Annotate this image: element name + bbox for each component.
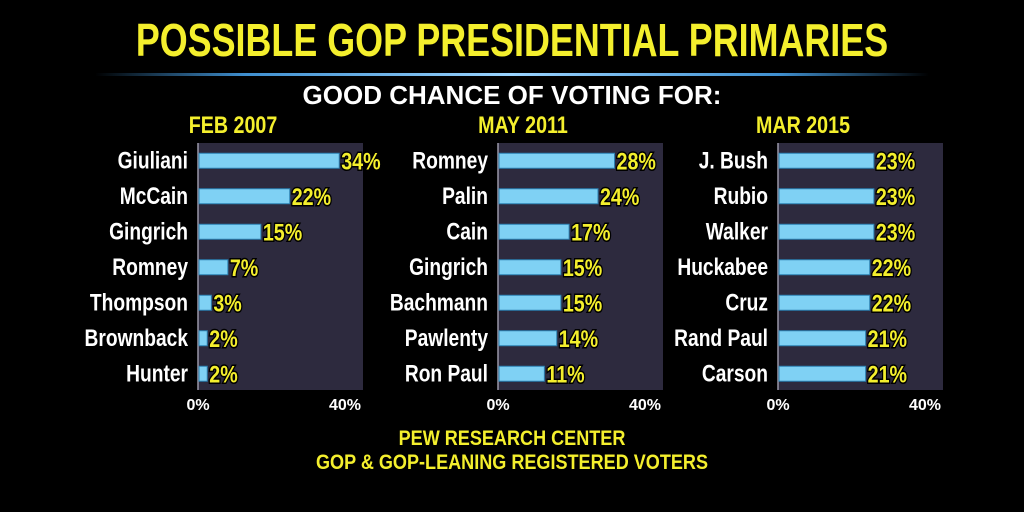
category-label: Bachmann — [390, 289, 488, 317]
panel-title: MAR 2015 — [756, 111, 850, 138]
value-label: 23% — [876, 183, 915, 210]
bar — [498, 259, 562, 276]
category-label: J. Bush — [699, 147, 768, 175]
bar — [498, 365, 545, 382]
chart-panel-3 — [777, 143, 943, 390]
category-label: Rubio — [714, 182, 768, 210]
bar — [498, 223, 570, 240]
title-divider — [95, 73, 929, 76]
category-label: Romney — [112, 253, 188, 281]
population-line: GOP & GOP-LEANING REGISTERED VOTERS — [315, 451, 709, 474]
value-label: 21% — [868, 325, 907, 352]
category-label: Pawlenty — [405, 324, 488, 352]
chart-panel-1 — [197, 143, 363, 390]
value-label: 17% — [571, 219, 610, 246]
bar — [198, 330, 208, 347]
x-tick-label: 0% — [186, 397, 209, 414]
category-label: Carson — [702, 360, 768, 388]
category-label: Romney — [412, 147, 488, 175]
bar — [198, 365, 208, 382]
category-label: Thompson — [90, 289, 188, 317]
value-label: 15% — [563, 290, 602, 317]
value-label: 3% — [213, 290, 241, 317]
chart-subtitle: GOOD CHANCE OF VOTING FOR: — [302, 80, 722, 110]
bar — [498, 330, 558, 347]
value-label: 15% — [563, 254, 602, 281]
value-label: 24% — [600, 183, 639, 210]
source-line: PEW RESEARCH CENTER — [398, 427, 626, 450]
bar — [498, 152, 615, 169]
bar — [778, 294, 871, 311]
bar — [498, 294, 562, 311]
category-label: Hunter — [126, 360, 188, 388]
category-label: McCain — [120, 182, 188, 210]
bar — [198, 294, 212, 311]
bar — [198, 223, 262, 240]
category-label: Huckabee — [677, 253, 768, 281]
panel-title: MAY 2011 — [478, 111, 568, 138]
chart-title: POSSIBLE GOP PRESIDENTIAL PRIMARIES — [135, 14, 889, 66]
x-tick-label: 0% — [766, 397, 789, 414]
category-label: Gingrich — [109, 218, 188, 246]
category-label: Gingrich — [409, 253, 488, 281]
category-label: Giuliani — [118, 147, 188, 175]
category-label: Walker — [706, 218, 769, 246]
value-label: 22% — [872, 254, 911, 281]
x-tick-label: 0% — [486, 397, 509, 414]
value-label: 23% — [876, 148, 915, 175]
value-label: 15% — [263, 219, 302, 246]
value-label: 21% — [868, 361, 907, 388]
bar — [498, 188, 599, 205]
x-tick-label: 40% — [909, 397, 941, 414]
chart-panel-2 — [497, 143, 663, 390]
category-label: Ron Paul — [405, 360, 488, 388]
category-label: Rand Paul — [674, 324, 768, 352]
category-label: Palin — [442, 182, 488, 210]
value-label: 22% — [292, 183, 331, 210]
value-label: 7% — [230, 254, 258, 281]
bar — [198, 188, 291, 205]
bar — [778, 259, 871, 276]
panel-title: FEB 2007 — [189, 111, 278, 138]
x-tick-label: 40% — [329, 397, 361, 414]
bar — [778, 152, 875, 169]
bar — [198, 152, 340, 169]
value-label: 14% — [559, 325, 598, 352]
bar — [778, 365, 867, 382]
category-label: Cain — [446, 218, 488, 246]
bar — [778, 330, 867, 347]
bar — [198, 259, 229, 276]
category-label: Cruz — [725, 289, 768, 317]
bar — [778, 188, 875, 205]
category-label: Brownback — [85, 324, 189, 352]
value-label: 11% — [546, 361, 584, 388]
bar — [778, 223, 875, 240]
x-tick-label: 40% — [629, 397, 661, 414]
value-label: 22% — [872, 290, 911, 317]
value-label: 34% — [341, 148, 380, 175]
value-label: 2% — [209, 325, 237, 352]
value-label: 2% — [209, 361, 237, 388]
value-label: 23% — [876, 219, 915, 246]
value-label: 28% — [617, 148, 656, 175]
